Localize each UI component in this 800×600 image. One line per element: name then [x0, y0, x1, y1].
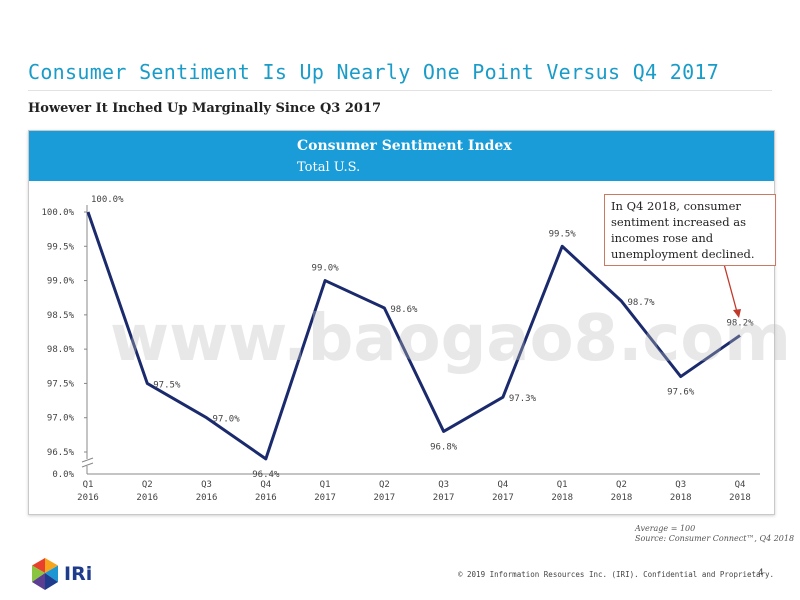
page-number: 4: [758, 568, 764, 578]
axis-break-mark: [81, 462, 94, 468]
chart-header-band: Consumer Sentiment Index Total U.S.: [29, 131, 774, 181]
x-tick-label: Q1: [83, 480, 94, 490]
page-title: Consumer Sentiment Is Up Nearly One Poin…: [28, 60, 720, 84]
x-tick-label: 2018: [729, 493, 751, 503]
y-tick-label: 99.0%: [47, 277, 75, 287]
data-label: 98.2%: [726, 318, 754, 328]
data-label: 97.6%: [667, 388, 695, 398]
y-tick-label: 97.0%: [47, 414, 75, 424]
sentiment-series-line: [86, 211, 741, 461]
x-tick-label: 2017: [374, 493, 396, 503]
data-label: 99.0%: [312, 264, 340, 274]
watermark: www.baogao8.com: [110, 302, 791, 376]
chart-panel: Consumer Sentiment Index Total U.S.: [28, 130, 775, 515]
x-tick-label: 2018: [670, 493, 692, 503]
x-tick-label: 2016: [196, 493, 218, 503]
callout-arrow-line: [723, 263, 738, 313]
chart-title: Consumer Sentiment Index: [297, 138, 512, 154]
y-tick-label: 97.5%: [47, 379, 75, 389]
x-tick-label: Q3: [438, 480, 449, 490]
iri-logo-text: IRi: [64, 563, 93, 585]
y-tick-label: 100.0%: [41, 208, 74, 218]
y-tick-label: 96.5%: [47, 448, 75, 458]
source-average: Average = 100: [635, 524, 696, 533]
y-tick-label: 98.0%: [47, 345, 75, 355]
x-tick-label: 2016: [255, 493, 277, 503]
data-label: 97.5%: [153, 380, 181, 390]
x-tick-label: 2017: [492, 493, 514, 503]
x-tick-label: Q2: [142, 480, 153, 490]
source-note: Average = 100 Source: Consumer Connect™,…: [635, 524, 794, 544]
x-tick-label: 2017: [314, 493, 336, 503]
data-label: 98.7%: [627, 298, 655, 308]
axis-break-mark: [81, 457, 94, 463]
data-label: 97.3%: [509, 394, 537, 404]
x-tick-label: Q1: [320, 480, 331, 490]
data-label: 99.5%: [549, 229, 577, 239]
x-tick-label: Q2: [616, 480, 627, 490]
source-credit: Source: Consumer Connect™, Q4 2018: [635, 534, 795, 543]
x-tick-label: Q2: [379, 480, 390, 490]
title-divider: [28, 90, 772, 91]
x-tick-label: Q4: [735, 480, 746, 490]
y-tick-label: 99.5%: [47, 242, 75, 252]
iri-logo-icon: [32, 558, 58, 590]
x-tick-label: Q3: [201, 480, 212, 490]
data-label: 96.8%: [430, 442, 458, 452]
x-tick-label: 2018: [611, 493, 633, 503]
chart-subtitle: Total U.S.: [297, 160, 361, 175]
callout-arrow-head: [733, 309, 741, 318]
x-tick-label: 2016: [136, 493, 158, 503]
data-label: 96.4%: [252, 470, 280, 480]
x-tick-label: 2017: [433, 493, 455, 503]
x-tick-label: Q3: [675, 480, 686, 490]
x-tick-label: Q4: [260, 480, 271, 490]
y-tick-label: 0.0%: [52, 470, 74, 480]
data-label: 97.0%: [213, 415, 241, 425]
x-tick-label: Q1: [557, 480, 568, 490]
copyright-footer: © 2019 Information Resources Inc. (IRI).…: [458, 570, 775, 579]
data-label: 100.0%: [91, 195, 124, 205]
data-label: 98.6%: [390, 305, 418, 315]
x-tick-label: Q4: [497, 480, 508, 490]
callout-box: In Q4 2018, consumer sentiment increased…: [604, 194, 776, 266]
y-tick-label: 98.5%: [47, 311, 75, 321]
x-tick-label: 2016: [77, 493, 99, 503]
x-tick-label: 2018: [551, 493, 573, 503]
page-subtitle: However It Inched Up Marginally Since Q3…: [28, 101, 382, 116]
